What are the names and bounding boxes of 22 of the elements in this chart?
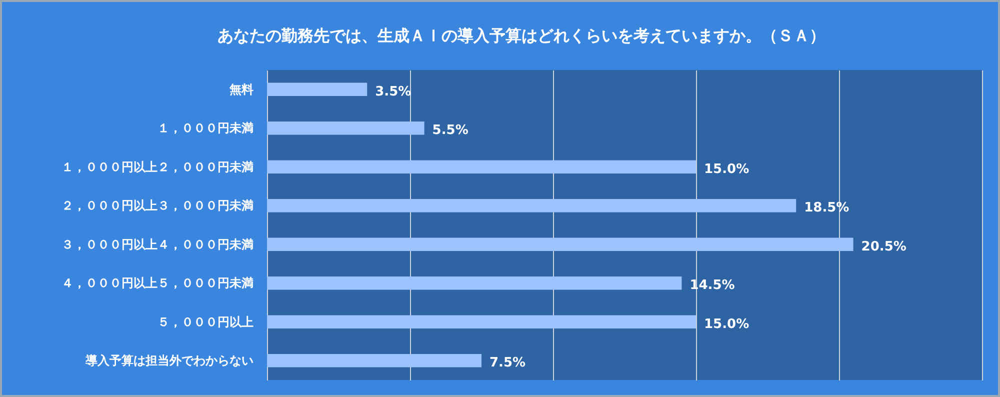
y-tick-label: ２，０００円以上３，０００円未満 <box>62 198 254 213</box>
data-label: 7.5% <box>490 356 526 371</box>
bar <box>267 122 424 135</box>
bar <box>267 315 696 328</box>
data-label: 20.5% <box>861 239 906 254</box>
y-tick-label: 導入予算は担当外でわからない <box>84 354 254 368</box>
data-label: 15.0% <box>704 162 750 177</box>
y-tick-label: ４，０００円以上５，０００円未満 <box>62 276 254 290</box>
y-tick-label: ５，０００円以上 <box>158 314 254 329</box>
bar <box>267 82 368 96</box>
bar <box>267 199 796 212</box>
data-label: 5.5% <box>432 123 468 138</box>
y-tick-label: ３，０００円以上４，０００円未満 <box>62 237 254 252</box>
bar <box>267 354 482 368</box>
data-label: 15.0% <box>704 316 750 332</box>
y-tick-label: 無料 <box>228 82 254 96</box>
y-tick-label: １，０００円未満 <box>158 121 254 136</box>
bar <box>267 160 696 174</box>
y-tick-label: １，０００円以上２，０００円未満 <box>62 160 254 174</box>
bar <box>267 276 682 290</box>
bar <box>267 238 854 251</box>
chart-title: あなたの勤務先では、生成ＡＩの導入予算はどれくらいを考えていますか。（ＳＡ） <box>218 26 826 45</box>
